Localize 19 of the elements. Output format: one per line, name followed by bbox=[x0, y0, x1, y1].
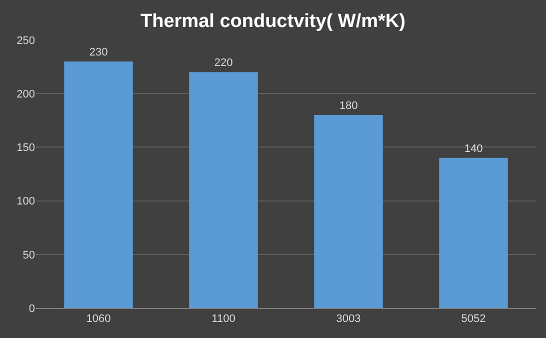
y-tick-label: 100 bbox=[16, 196, 35, 208]
y-tick-label: 150 bbox=[16, 142, 35, 154]
data-label: 220 bbox=[214, 57, 233, 70]
bar bbox=[189, 72, 258, 308]
x-tick-label: 1060 bbox=[86, 313, 111, 326]
data-label: 230 bbox=[89, 46, 108, 58]
bar bbox=[439, 158, 508, 308]
bar bbox=[314, 115, 383, 308]
bar bbox=[64, 61, 133, 308]
x-tick-label: 1100 bbox=[212, 313, 236, 326]
data-label: 140 bbox=[464, 142, 483, 155]
x-tick-label: 3003 bbox=[336, 313, 361, 326]
y-tick-label: 250 bbox=[16, 34, 35, 47]
y-tick-label: 0 bbox=[28, 302, 35, 315]
x-tick-label: 5052 bbox=[461, 313, 486, 326]
chart-title: Thermal conductvity( W/m*K) bbox=[140, 10, 406, 32]
y-tick-label: 200 bbox=[16, 88, 35, 100]
data-label: 180 bbox=[339, 100, 358, 112]
y-tick-label: 50 bbox=[22, 249, 35, 262]
